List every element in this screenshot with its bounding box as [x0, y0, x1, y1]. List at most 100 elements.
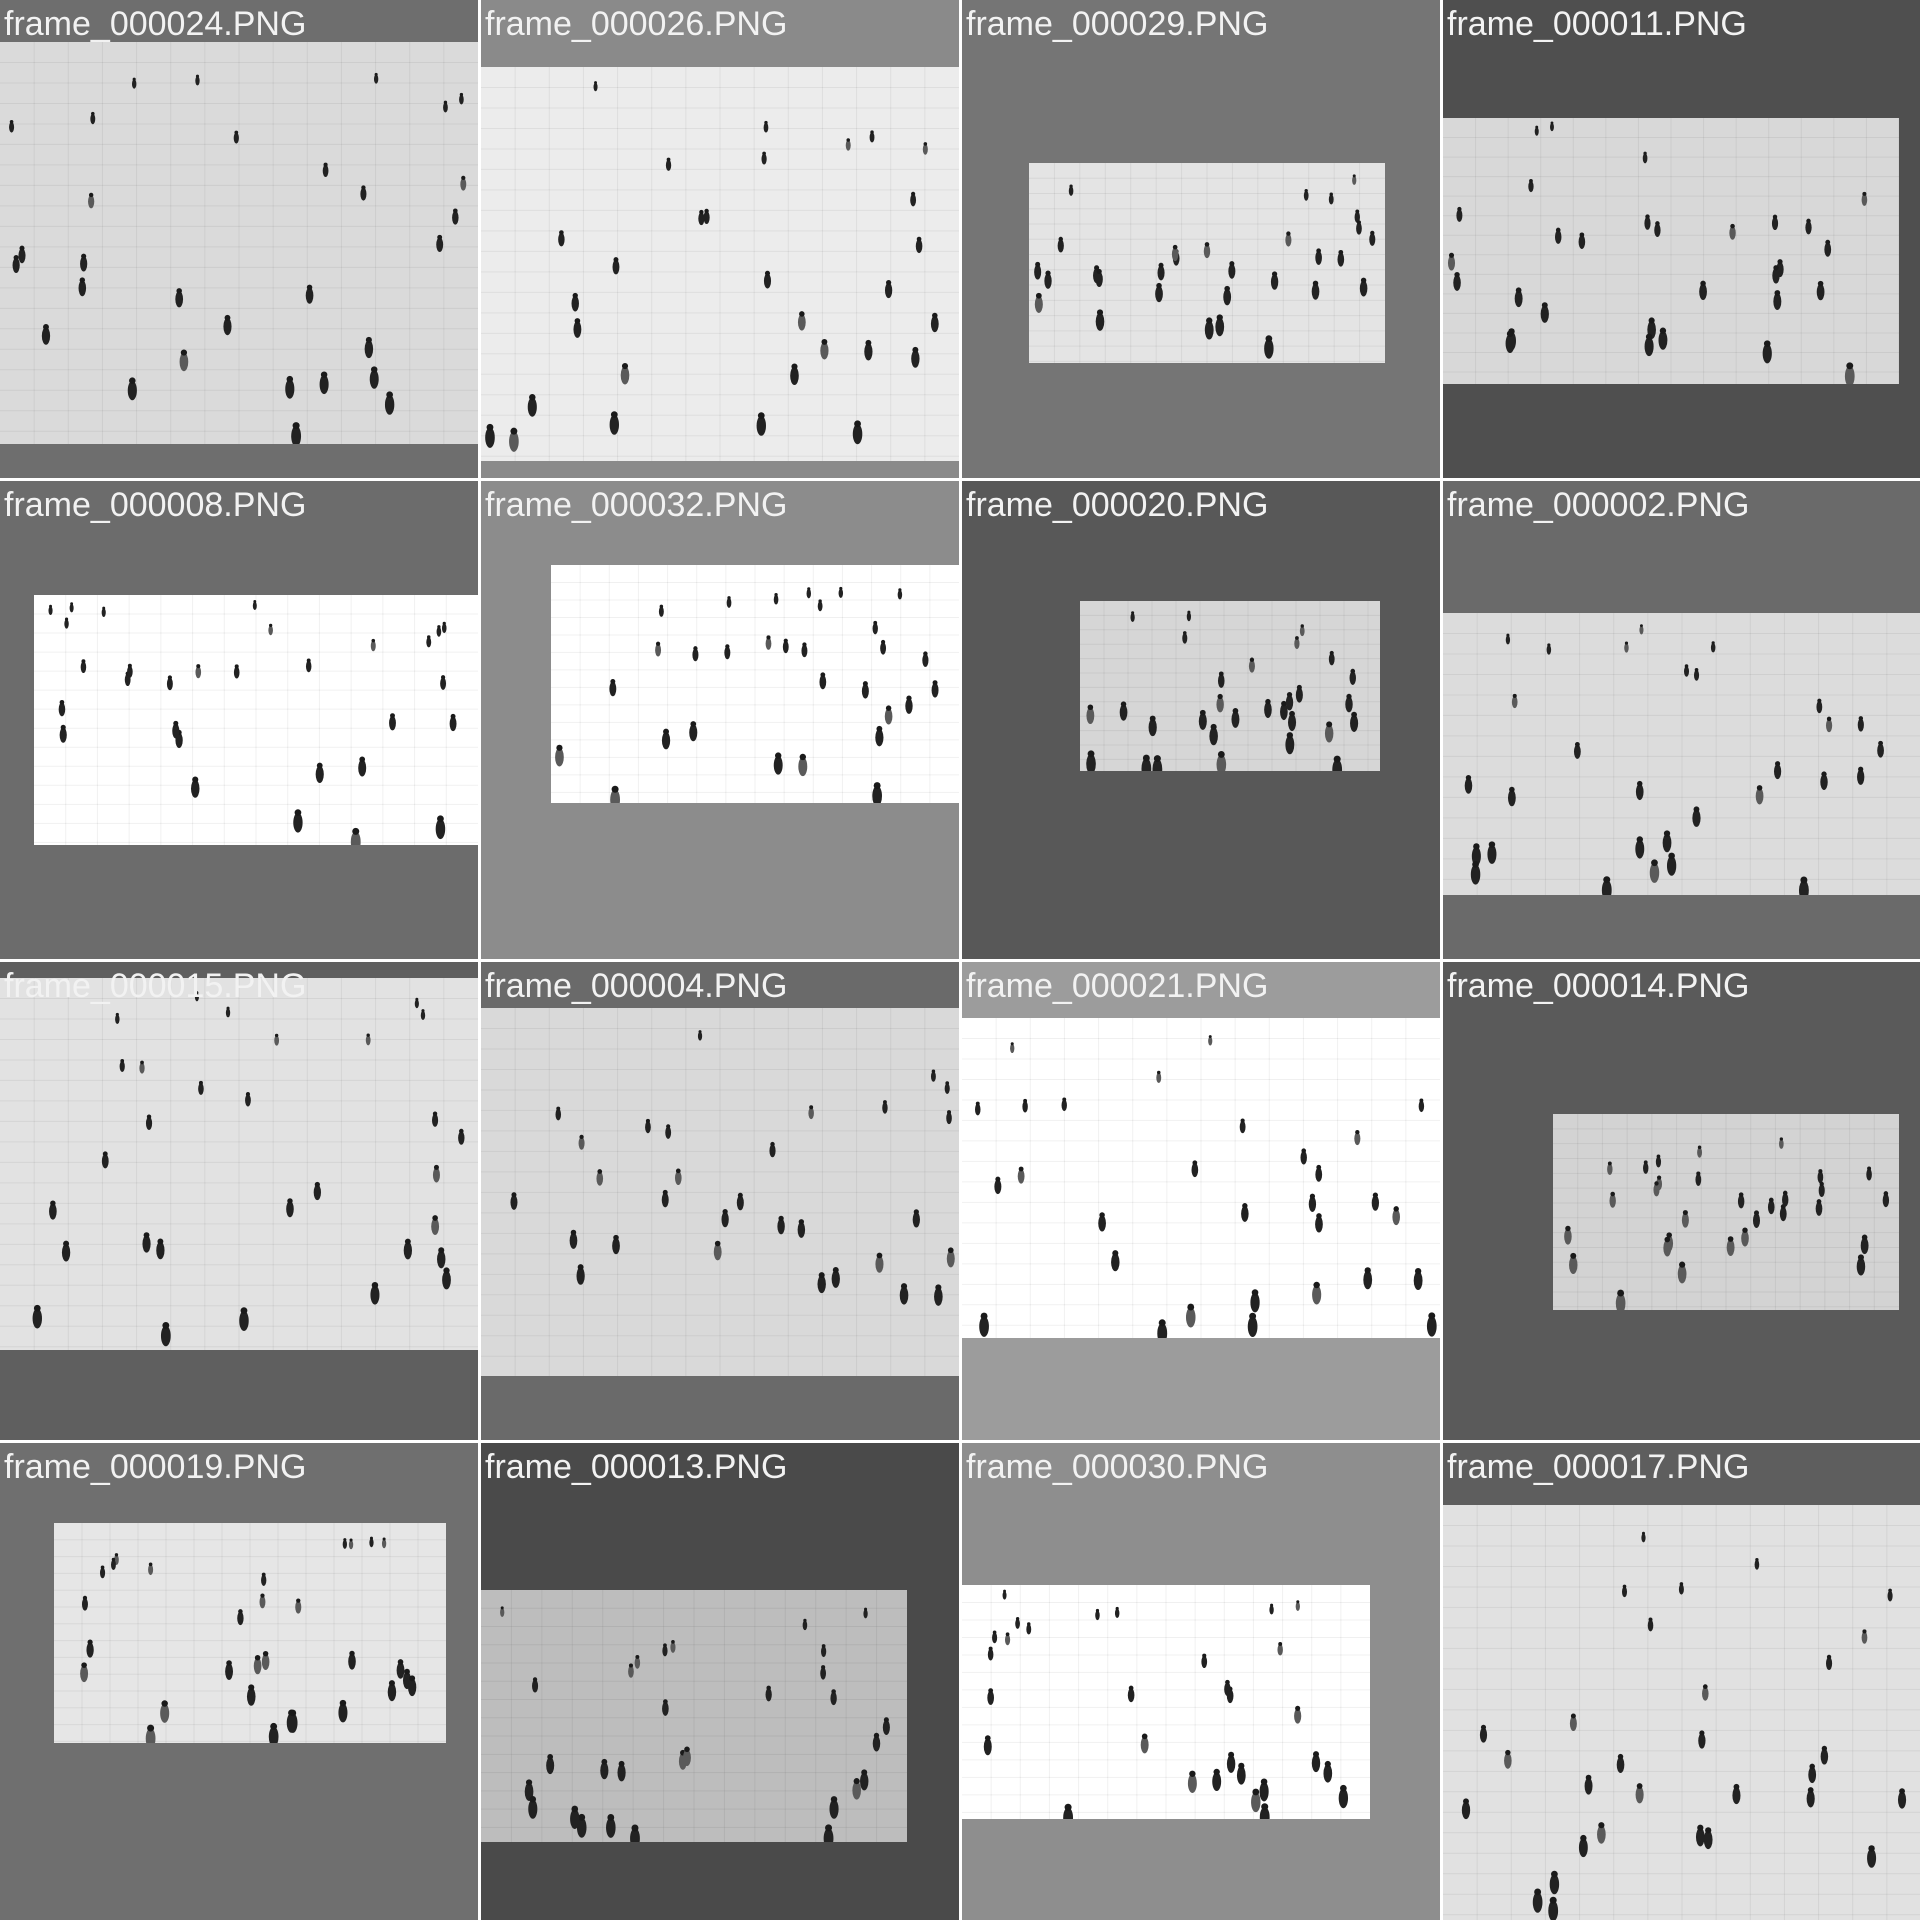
pedestrian [1251, 1788, 1261, 1813]
pedestrian [18, 245, 26, 264]
pedestrian [713, 1240, 722, 1261]
pedestrian [387, 1680, 397, 1702]
pedestrian [1359, 277, 1368, 297]
pedestrian [662, 1699, 669, 1716]
floor-tile-lines [551, 565, 959, 803]
pedestrian [1337, 249, 1345, 267]
pedestrian [1303, 188, 1309, 201]
pedestrian [1152, 755, 1163, 771]
pedestrian [869, 130, 875, 143]
pedestrian [620, 362, 630, 385]
pedestrian [274, 1033, 280, 1046]
grid-tile: frame_000032.PNG [481, 481, 959, 959]
pedestrian [1635, 1783, 1644, 1804]
pedestrian [1824, 239, 1832, 257]
pedestrian [1098, 1212, 1106, 1232]
pedestrian [1308, 1193, 1317, 1212]
pedestrian [1548, 1896, 1559, 1920]
pedestrian [905, 695, 913, 714]
pedestrian [64, 617, 69, 629]
pedestrian [1315, 1164, 1323, 1182]
pedestrian [1817, 1169, 1824, 1184]
pedestrian [81, 1595, 88, 1611]
pedestrian [801, 642, 808, 658]
floor-tile-lines [1553, 1114, 1899, 1310]
pedestrian [431, 1111, 439, 1127]
pedestrian [1247, 1312, 1258, 1338]
pedestrian [1816, 280, 1825, 301]
pedestrian [860, 1769, 869, 1791]
pedestrian [645, 1118, 651, 1134]
pedestrian [190, 776, 200, 798]
pedestrian [1086, 750, 1096, 771]
pedestrian [763, 120, 769, 133]
pedestrian [440, 675, 447, 690]
crowd-photo [1080, 601, 1380, 771]
pedestrian [1057, 236, 1064, 253]
pedestrian [1209, 723, 1218, 746]
pedestrian [922, 651, 929, 667]
pedestrian [1295, 1600, 1300, 1611]
pedestrian [259, 1593, 266, 1609]
pedestrian [1171, 244, 1179, 262]
pedestrian [1228, 261, 1236, 279]
pedestrian [1022, 1098, 1028, 1113]
pedestrian [1710, 641, 1716, 653]
crowd-photo [1553, 1114, 1899, 1310]
pedestrian [1692, 806, 1701, 827]
pedestrian [724, 644, 731, 660]
pedestrian [596, 1169, 604, 1186]
pedestrian [1002, 1589, 1007, 1600]
pedestrian [145, 1724, 156, 1743]
pedestrian [872, 782, 882, 803]
pedestrian [288, 1709, 298, 1733]
pedestrian [912, 1209, 920, 1228]
pedestrian [797, 1219, 806, 1238]
pedestrian [261, 1572, 267, 1586]
floor [34, 595, 478, 845]
pedestrian [1887, 1588, 1893, 1602]
pedestrian [838, 586, 844, 598]
pedestrian [1269, 1603, 1274, 1615]
pedestrian [1504, 1749, 1512, 1769]
pedestrian [1678, 1582, 1684, 1595]
pedestrian [1641, 1531, 1646, 1543]
pedestrian [609, 678, 617, 697]
pedestrian [1573, 741, 1581, 759]
pedestrian [820, 338, 829, 360]
pedestrian [1224, 1679, 1231, 1697]
pedestrian [1216, 693, 1224, 713]
pedestrian [1315, 1213, 1323, 1233]
pedestrian [1578, 232, 1586, 250]
pedestrian [1754, 1558, 1760, 1570]
pedestrian [373, 72, 379, 84]
pedestrian [319, 371, 329, 395]
pedestrian [630, 1824, 640, 1842]
pedestrian [576, 1813, 587, 1838]
floor-tile-lines [1029, 163, 1385, 363]
pedestrian [763, 270, 772, 289]
pedestrian [322, 162, 329, 178]
pedestrian [915, 236, 923, 254]
pedestrian [458, 1128, 465, 1145]
pedestrian [817, 1272, 826, 1294]
pedestrian [882, 1717, 890, 1735]
pedestrian [1204, 317, 1214, 340]
pedestrian [1549, 1870, 1560, 1895]
pedestrian [1772, 265, 1780, 284]
pedestrian [350, 827, 361, 845]
pedestrian [1737, 1192, 1745, 1209]
pedestrian [1762, 340, 1772, 364]
floor [1443, 118, 1899, 384]
crowd-photo [1443, 613, 1920, 895]
pedestrian [1356, 220, 1362, 235]
pedestrian [1191, 1160, 1199, 1178]
crowd-photo [1029, 163, 1385, 363]
pedestrian [145, 1114, 153, 1130]
floor [54, 1523, 446, 1743]
tile-filename-label: frame_000032.PNG [485, 486, 788, 524]
pedestrian [987, 1646, 994, 1661]
pedestrian [233, 664, 240, 679]
pedestrian [1658, 327, 1668, 350]
pedestrian [1250, 1289, 1260, 1313]
